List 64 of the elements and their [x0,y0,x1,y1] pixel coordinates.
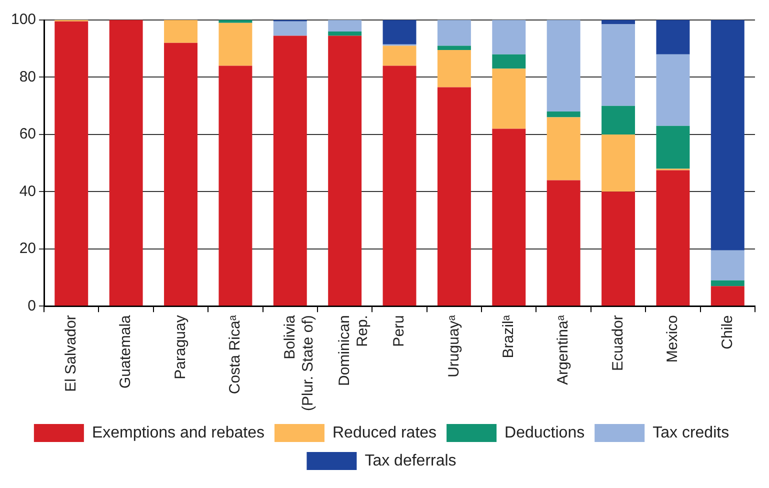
bar [437,50,471,88]
bar [218,22,252,66]
bar [546,180,580,306]
bar [602,24,636,106]
bar [382,46,416,66]
y-tick-label: 20 [19,240,36,258]
x-tick-label: Bolivia (Plur. State of) [281,314,316,411]
bar [218,20,252,23]
bar [710,20,744,250]
legend-label: Tax credits [652,424,730,442]
bar [328,31,362,36]
bar [710,250,744,280]
bar [437,20,471,46]
bar [602,106,636,134]
x-tick-label: El Salvador [62,315,80,392]
bar [382,66,416,306]
x-tick-label: Argentinaᵃ [554,314,572,385]
bar [164,42,198,306]
x-tick-label: Uruguayᵃ [445,314,462,378]
bar [382,20,416,44]
bar [546,112,580,118]
x-tick-label: Costa Ricaᵃ [226,314,244,394]
bar [437,87,471,306]
bar [656,54,690,126]
x-tick-label: Brazilᵃ [500,314,518,358]
bar [273,21,307,36]
bar [109,20,143,306]
bar [54,21,88,306]
bar [602,192,636,306]
bar [328,36,362,306]
bar [656,170,690,306]
x-tick-label: Paraguay [172,314,189,380]
legend-label: Exemptions and rebates [92,424,264,442]
legend-label: Deductions [504,424,585,442]
bar [546,117,580,180]
bar [656,126,690,169]
x-tick-label: Ecuador [609,315,626,371]
x-tick-label: Chile [718,315,736,350]
x-tick-label: Guatemala [117,314,134,388]
bar [492,68,526,129]
y-tick-label: 60 [19,126,36,143]
bar [656,20,690,54]
bar [492,20,526,54]
y-tick-label: 0 [28,297,36,314]
y-tick-label: 40 [19,182,36,200]
bar [546,20,580,112]
y-tick-label: 80 [19,68,36,86]
y-tick-label: 100 [10,11,36,28]
x-tick-label: Mexico [664,315,682,363]
bar [602,134,636,192]
x-tick-label: Peru [390,315,408,347]
legend-label: Tax deferrals [364,452,456,470]
bar [492,54,526,69]
legend-label: Reduced rates [332,424,437,442]
x-tick-label: Dominican Rep. [336,315,371,386]
bar [710,286,744,306]
bar [218,66,252,306]
bar [602,20,636,24]
bar [273,36,307,306]
bar [710,280,744,286]
bar [164,20,198,43]
bar [328,20,362,32]
bar [437,46,471,50]
bar [492,128,526,306]
